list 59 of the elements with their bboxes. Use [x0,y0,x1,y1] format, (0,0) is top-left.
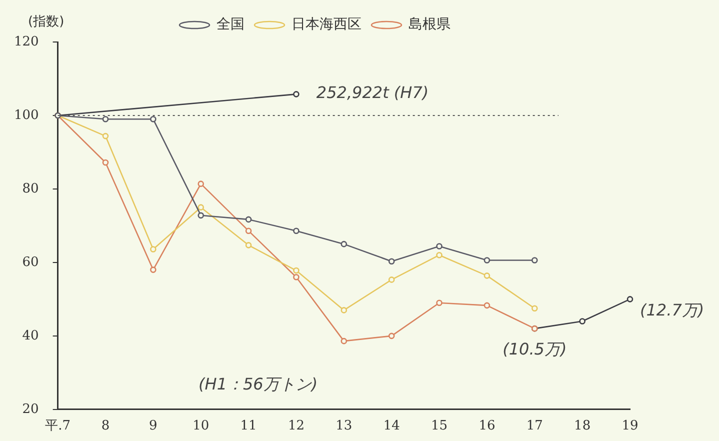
x-tick-label: 16 [478,418,496,434]
point [150,116,156,122]
point [340,307,348,314]
point [626,296,634,302]
point [198,180,204,187]
point [388,276,395,283]
point [388,258,395,264]
point [531,305,538,312]
point [293,228,300,234]
point [293,91,300,98]
y-tick-label: 60 [22,254,39,270]
x-tick-label: 13 [336,418,352,434]
point [102,116,109,122]
point [484,257,490,264]
point [484,302,490,309]
annotation: (H1：56万トン) [198,374,318,394]
point [245,242,252,248]
x-tick-label: 14 [383,418,400,434]
x-tick-label: 15 [431,418,448,434]
point [484,272,490,279]
x-tick-label: 平.7 [45,418,71,434]
point [340,338,348,344]
point [245,216,252,223]
x-tick-label: 19 [622,418,638,434]
point [388,332,395,340]
legend-label: 日本海西区 [292,16,362,33]
annotation: (10.5万) [502,340,567,359]
point [198,212,204,219]
annotation: (12.7万) [640,300,704,320]
point [436,243,442,250]
x-tick-label: 11 [240,418,257,434]
point [245,228,252,234]
x-tick-label: 18 [574,418,591,434]
x-tick-label: 9 [149,418,158,434]
legend-label: 全国 [216,16,244,33]
point [102,159,109,166]
point [531,257,538,264]
point [293,267,300,274]
x-tick-label: 17 [526,418,543,434]
y-axis-title: (指数) [28,14,64,30]
y-tick-label: 80 [22,181,39,196]
x-tick-label: 10 [192,418,210,434]
y-tick-label: 20 [22,402,39,417]
point [436,300,442,306]
y-tick-label: 120 [14,34,39,50]
y-tick-label: 100 [14,108,39,123]
x-tick-label: 12 [288,418,304,434]
point [293,274,300,280]
annotation: 252,922t (H7) [316,83,429,102]
point [102,132,109,140]
point [579,318,586,324]
point [436,252,442,258]
point [150,246,156,252]
point [150,266,156,273]
y-tick-label: 40 [22,328,39,344]
x-tick-label: 8 [101,418,110,434]
point [340,240,348,248]
legend-label: 島根県 [408,16,450,33]
point [198,204,204,210]
